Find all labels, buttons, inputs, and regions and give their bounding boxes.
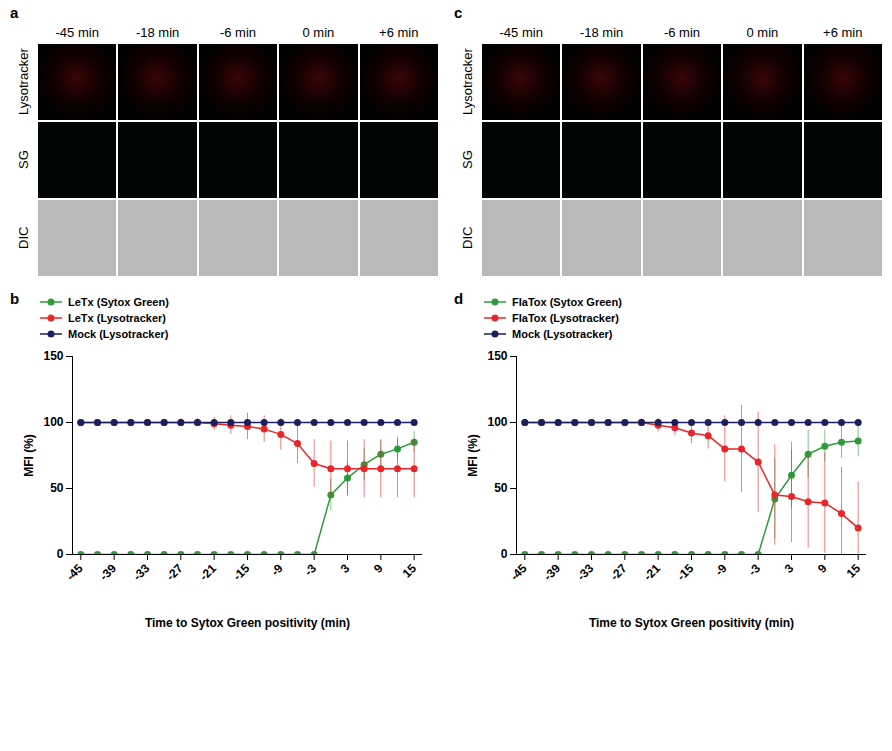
svg-text:-15: -15 <box>674 561 696 583</box>
html-text:LeTx (Lysotracker): LeTx (Lysotracker) <box>68 312 166 324</box>
html-text:-6 min: -6 min <box>219 25 256 40</box>
svg-text:Time to Sytox Green positivity: Time to Sytox Green positivity (min) <box>145 616 350 630</box>
html-text:a: a <box>10 4 19 21</box>
html-text:-6 min: -6 min <box>663 25 700 40</box>
html-text:SG: SG <box>459 150 475 170</box>
svg-text:0: 0 <box>501 547 508 561</box>
svg-text:-45: -45 <box>64 561 86 583</box>
svg-text:100: 100 <box>487 415 507 429</box>
html-text:Mock (Lysotracker): Mock (Lysotracker) <box>68 328 169 340</box>
html-text:DIC: DIC <box>15 226 31 250</box>
svg-text:-21: -21 <box>641 561 663 583</box>
svg-text:-33: -33 <box>574 561 596 583</box>
svg-text:-27: -27 <box>608 561 630 583</box>
svg-text:9: 9 <box>815 561 830 576</box>
svg-text:100: 100 <box>43 415 63 429</box>
svg-text:-15: -15 <box>230 561 252 583</box>
html-text:-18 min: -18 min <box>579 25 624 40</box>
html-text:Mock (Lysotracker): Mock (Lysotracker) <box>512 328 613 340</box>
svg-text:-3: -3 <box>302 561 320 579</box>
svg-text:-9: -9 <box>268 561 286 579</box>
html-text:d: d <box>454 290 464 307</box>
html-text:c: c <box>454 4 463 21</box>
svg-text:150: 150 <box>487 349 507 363</box>
svg-text:-9: -9 <box>712 561 730 579</box>
svg-text:150: 150 <box>43 349 63 363</box>
html-text:-45 min: -45 min <box>55 25 99 40</box>
svg-text:3: 3 <box>338 561 353 576</box>
svg-text:MFI (%): MFI (%) <box>22 434 36 477</box>
html-text:+6 min: +6 min <box>823 25 863 40</box>
svg-text:-39: -39 <box>97 561 119 583</box>
html-text:FlaTox (Lysotracker): FlaTox (Lysotracker) <box>512 312 619 324</box>
html-text:SG: SG <box>15 150 31 170</box>
svg-text:50: 50 <box>494 481 508 495</box>
svg-text:-3: -3 <box>746 561 764 579</box>
svg-text:3: 3 <box>782 561 797 576</box>
html-text:LeTx (Sytox Green): LeTx (Sytox Green) <box>68 296 169 308</box>
html-text:-18 min: -18 min <box>135 25 180 40</box>
html-text:DIC: DIC <box>459 226 475 250</box>
svg-text:9: 9 <box>371 561 386 576</box>
html-text:-45 min: -45 min <box>499 25 543 40</box>
svg-text:-27: -27 <box>164 561 186 583</box>
svg-text:15: 15 <box>844 561 864 581</box>
svg-text:-21: -21 <box>197 561 219 583</box>
svg-text:-33: -33 <box>130 561 152 583</box>
html-text:b: b <box>10 290 20 307</box>
svg-text:MFI (%): MFI (%) <box>466 434 480 477</box>
svg-text:-45: -45 <box>508 561 530 583</box>
html-text:FlaTox (Sytox Green): FlaTox (Sytox Green) <box>512 296 622 308</box>
svg-text:0: 0 <box>57 547 64 561</box>
svg-text:15: 15 <box>400 561 420 581</box>
html-text:Lysotracker: Lysotracker <box>459 48 475 116</box>
html-text:0 min: 0 min <box>746 25 779 40</box>
svg-text:Time to Sytox Green positivity: Time to Sytox Green positivity (min) <box>589 616 794 630</box>
html-text:Lysotracker: Lysotracker <box>15 48 31 116</box>
svg-text:-39: -39 <box>541 561 563 583</box>
html-text:+6 min: +6 min <box>379 25 419 40</box>
svg-text:50: 50 <box>50 481 64 495</box>
html-text:0 min: 0 min <box>302 25 335 40</box>
